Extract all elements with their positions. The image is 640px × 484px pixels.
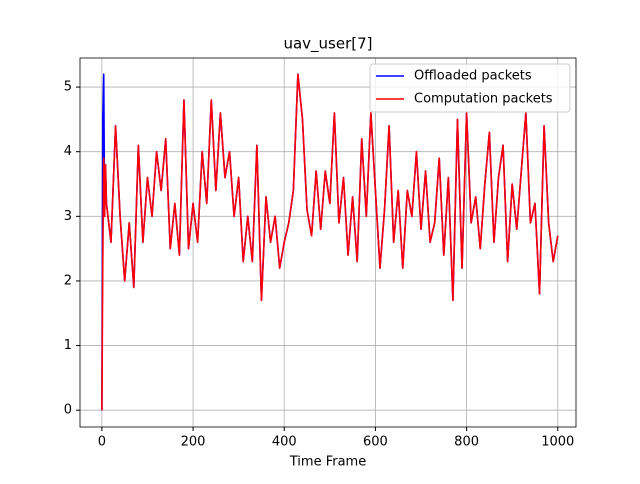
y-tick-label: 1 — [64, 338, 72, 353]
legend-label: Offloaded packets — [414, 69, 532, 84]
y-tick-label: 3 — [64, 209, 72, 224]
axes-frame — [79, 57, 577, 428]
y-tick-label: 4 — [64, 144, 72, 159]
chart-title: uav_user[7] — [283, 35, 372, 54]
y-tick-label: 5 — [64, 80, 72, 95]
data-line — [101, 73, 559, 411]
x-axis-label: Time Frame — [289, 455, 366, 470]
y-tick-label: 2 — [64, 273, 72, 288]
y-tick-label: 0 — [64, 403, 72, 418]
x-tick-label: 200 — [181, 435, 206, 450]
x-tick-label: 800 — [454, 435, 479, 450]
legend-box — [369, 63, 571, 113]
x-tick-label: 1000 — [541, 435, 574, 450]
legend-label: Computation packets — [414, 92, 553, 107]
x-tick-label: 0 — [98, 435, 106, 450]
x-tick-label: 400 — [272, 435, 297, 450]
x-tick-label: 600 — [363, 435, 388, 450]
